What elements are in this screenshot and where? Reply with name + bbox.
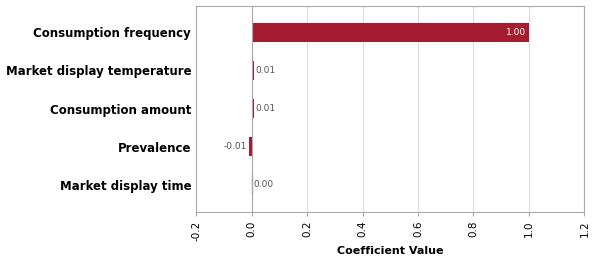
Bar (252, 99, 254, 118)
Text: -0.01: -0.01 (224, 142, 248, 151)
Bar (249, 137, 252, 156)
Text: 1.00: 1.00 (506, 28, 526, 37)
Bar (252, 23, 529, 42)
Text: 0.01: 0.01 (256, 104, 276, 113)
Text: 0.01: 0.01 (256, 66, 276, 75)
Bar (252, 61, 254, 80)
Text: 0.00: 0.00 (253, 181, 273, 189)
X-axis label: Coefficient Value: Coefficient Value (337, 247, 443, 256)
